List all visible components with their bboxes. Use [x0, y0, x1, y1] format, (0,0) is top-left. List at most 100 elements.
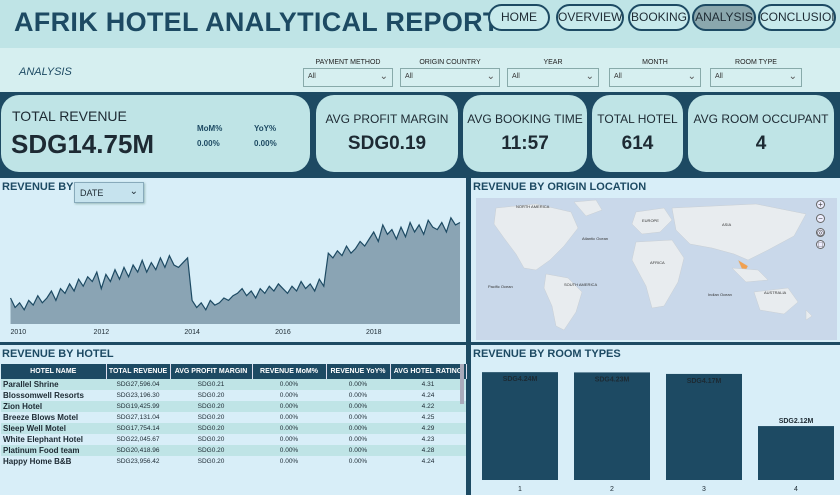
- map-label: Indian Ocean: [708, 292, 732, 297]
- revenue-by-dropdown[interactable]: DATE ⌄: [74, 182, 144, 203]
- zoom-out-icon[interactable]: −: [816, 214, 825, 223]
- table-cell: White Elephant Hotel: [1, 434, 106, 445]
- filter-label: ORIGIN COUNTRY: [419, 59, 481, 66]
- nav-conclusion-button[interactable]: CONCLUSION: [758, 4, 836, 31]
- hotel-table: HOTEL NAME TOTAL REVENUE AVG PROFIT MARG…: [1, 364, 467, 467]
- filter-bar: ANALYSIS PAYMENT METHOD All ⌄ ORIGIN COUN…: [0, 48, 840, 92]
- table-cell: SDG0.20: [170, 445, 252, 456]
- map-layers-icon[interactable]: □: [816, 240, 825, 249]
- table-cell: Platinum Food team: [1, 445, 106, 456]
- table-row[interactable]: Zion Hotel SDG19,425.99 SDG0.20 0.00% 0.00% 4…: [1, 401, 466, 412]
- map-label: AFRICA: [650, 260, 665, 265]
- filter-select[interactable]: All ⌄: [400, 68, 500, 87]
- x-category-label: 1: [518, 486, 522, 493]
- revenue-line: [9, 216, 461, 312]
- table-row[interactable]: Breeze Blows Motel SDG27,131.04 SDG0.20 0.0…: [1, 412, 466, 423]
- dropdown-value: DATE: [80, 188, 104, 198]
- table-cell: Sleep Well Motel: [1, 423, 106, 434]
- table-cell: 0.00%: [252, 390, 326, 401]
- kpi-total-hotel: TOTAL HOTEL 614: [592, 95, 683, 172]
- column-header[interactable]: REVENUE MoM%: [252, 364, 327, 379]
- bar-data-label: SDG4.23M: [595, 376, 630, 383]
- filter-value: All: [715, 73, 723, 80]
- x-tick-label: 2014: [184, 329, 200, 336]
- table-cell: Zion Hotel: [1, 401, 106, 412]
- nav-home-button[interactable]: HOME: [488, 4, 550, 31]
- chevron-down-icon: ⌄: [788, 71, 797, 82]
- table-cell: SDG23,956.42: [106, 456, 170, 467]
- revenue-line-chart: 2010 2012 2014 2016 2018: [9, 216, 461, 336]
- table-cell: 0.00%: [252, 434, 326, 445]
- world-map-svg: [493, 199, 813, 331]
- kpi-avg-room-occupant: AVG ROOM OCCUPANT 4: [688, 95, 834, 172]
- table-cell: 0.00%: [326, 379, 390, 390]
- table-cell: Parallel Shrine: [1, 379, 106, 390]
- nav-overview-button[interactable]: OVERVIEW: [556, 4, 624, 31]
- filter-origin-country[interactable]: ORIGIN COUNTRY All ⌄: [400, 58, 500, 87]
- column-header[interactable]: HOTEL NAME: [1, 364, 107, 379]
- table-cell: 0.00%: [252, 412, 326, 423]
- yoy-value: 0.00%: [254, 139, 277, 148]
- table-cell: 4.28: [390, 445, 466, 456]
- table-cell: Breeze Blows Motel: [1, 412, 106, 423]
- kpi-avg-booking-time: AVG BOOKING TIME 11:57: [463, 95, 587, 172]
- filter-select[interactable]: All ⌄: [303, 68, 393, 87]
- filter-value: All: [512, 73, 520, 80]
- x-category-label: 3: [702, 486, 706, 493]
- revenue-area: [10, 217, 460, 324]
- table-row[interactable]: Sleep Well Motel SDG17,754.14 SDG0.20 0.00%…: [1, 423, 466, 434]
- locate-icon[interactable]: ◎: [816, 228, 825, 237]
- kpi-label: AVG BOOKING TIME: [467, 112, 583, 126]
- world-map[interactable]: NORTH AMERICA EUROPE ASIA AFRICA SOUTH A…: [476, 198, 837, 340]
- zoom-in-icon[interactable]: +: [816, 200, 825, 209]
- filter-room-type[interactable]: ROOM TYPE All ⌄: [710, 58, 802, 87]
- x-tick-label: 2012: [94, 329, 110, 336]
- table-cell: SDG0.20: [170, 390, 252, 401]
- bar-room-type-2: [574, 372, 650, 480]
- table-cell: 4.25: [390, 412, 466, 423]
- table-row[interactable]: Blossomwell Resorts SDG23,196.30 SDG0.20 0.…: [1, 390, 466, 401]
- panel-title: REVENUE BY ROOM TYPES: [473, 348, 621, 360]
- panel-title: REVENUE BY ORIGIN LOCATION: [473, 181, 647, 193]
- x-category-label: 4: [794, 486, 798, 493]
- x-tick-label: 2018: [366, 329, 382, 336]
- table-cell: SDG20,418.96: [106, 445, 170, 456]
- bar-room-type-1: [482, 372, 558, 480]
- bar-room-type-4: [758, 426, 834, 480]
- table-row[interactable]: Parallel Shrine SDG27,596.04 SDG0.21 0.00% 0…: [1, 379, 466, 390]
- table-cell: 4.22: [390, 401, 466, 412]
- filter-year[interactable]: YEAR All ⌄: [507, 58, 599, 87]
- nav-booking-button[interactable]: BOOKING: [628, 4, 690, 31]
- filter-select[interactable]: All ⌄: [710, 68, 802, 87]
- filter-month[interactable]: MONTH All ⌄: [609, 58, 701, 87]
- table-row[interactable]: Happy Home B&B SDG23,956.42 SDG0.20 0.00% 0.…: [1, 456, 466, 467]
- table-cell: SDG0.21: [170, 379, 252, 390]
- bar-data-label: SDG4.24M: [503, 376, 538, 383]
- nav-analysis-button[interactable]: ANALYSIS: [692, 4, 756, 31]
- column-header[interactable]: TOTAL REVENUE: [106, 364, 171, 379]
- table-cell: SDG27,596.04: [106, 379, 170, 390]
- table-cell: 0.00%: [252, 456, 326, 467]
- table-scrollbar[interactable]: [460, 364, 464, 404]
- x-tick-label: 2016: [275, 329, 291, 336]
- table-cell: 0.00%: [326, 412, 390, 423]
- chevron-down-icon: ⌄: [585, 71, 594, 82]
- table-cell: 0.00%: [252, 379, 326, 390]
- column-header-sorted[interactable]: AVG PROFIT MARGIN: [170, 364, 253, 379]
- kpi-value: 11:57: [501, 133, 549, 154]
- table-cell: 0.00%: [252, 401, 326, 412]
- report-header: AFRIK HOTEL ANALYTICAL REPORT HOME OVERV…: [0, 0, 840, 48]
- table-row[interactable]: White Elephant Hotel SDG22,045.67 SDG0.20 0…: [1, 434, 466, 445]
- filter-select[interactable]: All ⌄: [507, 68, 599, 87]
- table-cell: 4.24: [390, 390, 466, 401]
- table-row[interactable]: Platinum Food team SDG20,418.96 SDG0.20 0.0…: [1, 445, 466, 456]
- filter-payment-method[interactable]: PAYMENT METHOD All ⌄: [303, 58, 393, 87]
- filter-label: PAYMENT METHOD: [315, 59, 381, 66]
- column-header[interactable]: REVENUE YoY%: [326, 364, 391, 379]
- panel-title: REVENUE BY HOTEL: [2, 348, 114, 360]
- table-cell: 4.24: [390, 456, 466, 467]
- bar-data-label: SDG2.12M: [779, 418, 814, 425]
- filter-value: All: [308, 73, 316, 80]
- filter-select[interactable]: All ⌄: [609, 68, 701, 87]
- column-header[interactable]: AVG HOTEL RATING: [390, 364, 467, 379]
